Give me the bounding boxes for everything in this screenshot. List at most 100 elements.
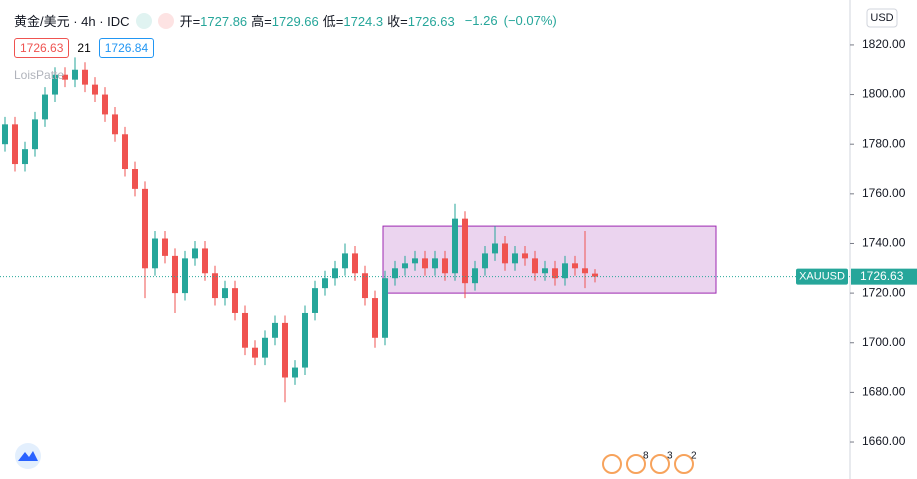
candle-body — [472, 268, 478, 284]
candle-body — [92, 84, 98, 95]
candle-body — [122, 134, 128, 170]
candle-body — [132, 169, 138, 189]
ohlc-value: 1729.66 — [271, 14, 319, 29]
y-tick-label: 1720.00 — [862, 285, 906, 299]
candle-body — [22, 149, 28, 165]
spread: 21 — [77, 41, 91, 55]
candle-body — [72, 69, 78, 80]
event-count: 8 — [643, 451, 649, 462]
candle-body — [422, 258, 428, 269]
y-tick-label: 1760.00 — [862, 186, 906, 200]
candle-body — [312, 288, 318, 313]
event-count: 3 — [667, 451, 673, 462]
ohlc-label: 低= — [322, 14, 344, 29]
candle-body — [222, 288, 228, 299]
y-tick-label: 1700.00 — [862, 335, 906, 349]
candle-body — [152, 238, 158, 269]
candle-body — [62, 74, 68, 80]
candle-body — [232, 288, 238, 313]
toggle-icon[interactable] — [135, 12, 152, 29]
candle-body — [162, 238, 168, 256]
ohlc-value: 1724.3 — [343, 14, 384, 29]
candle-body — [552, 268, 558, 279]
candle-body — [562, 263, 568, 279]
candle-body — [522, 253, 528, 259]
symbol-tag-bg — [796, 268, 848, 285]
candle-body — [482, 253, 488, 269]
event-icon — [650, 454, 670, 474]
candle-body — [142, 188, 148, 269]
quote-row: 1726.63 21 1726.84 — [14, 38, 155, 58]
candle-body — [442, 258, 448, 274]
candle-body — [182, 258, 188, 294]
candle-body — [352, 253, 358, 274]
y-tick-label: 1740.00 — [862, 236, 906, 250]
candle-body — [512, 253, 518, 264]
candle-body — [112, 114, 118, 135]
event-icon — [602, 454, 622, 474]
watermark: LoisPatte — [14, 68, 65, 82]
candle-body — [402, 263, 408, 269]
currency-button-bg — [866, 8, 898, 28]
event-icon — [626, 454, 646, 474]
y-tick-label: 1780.00 — [862, 136, 906, 150]
candle-body — [322, 278, 328, 289]
candle-body — [362, 273, 368, 299]
buy-price[interactable]: 1726.84 — [98, 38, 155, 58]
change-pct: (−0.07%) — [503, 13, 557, 28]
candle-body — [392, 268, 398, 279]
logo-mark — [18, 451, 38, 461]
candle-body — [332, 268, 338, 279]
sell-price[interactable]: 1726.63 — [14, 38, 70, 58]
ohlc: 开=1727.86 高=1729.66 低=1724.3 收=1726.63 — [180, 11, 459, 30]
candle-body — [302, 312, 308, 368]
range-box — [382, 225, 717, 294]
candle-body — [452, 218, 458, 274]
ohlc-value: 1727.86 — [200, 14, 248, 29]
event-icon — [674, 454, 694, 474]
change: −1.26 — [464, 13, 498, 28]
candle-body — [492, 243, 498, 254]
price-label-bg — [851, 268, 917, 285]
candle-body — [272, 322, 278, 338]
candle-body — [172, 255, 178, 294]
y-tick-label: 1820.00 — [862, 37, 906, 51]
price-label: 1726.63 — [860, 269, 904, 283]
event-count: 2 — [691, 451, 697, 462]
symbol-tag: XAUUSD — [799, 271, 845, 283]
candle-body — [202, 248, 208, 274]
candle-body — [412, 258, 418, 264]
candle-body — [342, 253, 348, 269]
candle-body — [372, 298, 378, 338]
candle-body — [572, 263, 578, 269]
ohlc-label: 高= — [251, 14, 272, 29]
y-tick-label: 1800.00 — [862, 87, 906, 101]
candle-body — [82, 69, 88, 85]
candle-body — [192, 248, 198, 259]
candle-body — [242, 312, 248, 348]
candle-body — [12, 124, 18, 165]
symbol-title[interactable]: 黄金/美元 · 4h · IDC — [14, 14, 130, 29]
candle-body — [292, 367, 298, 378]
candle-body — [52, 74, 58, 95]
candle-body — [592, 273, 598, 277]
candle-body — [102, 94, 108, 115]
candle-body — [582, 268, 588, 274]
ohlc-value: 1726.63 — [407, 14, 455, 29]
candle-body — [282, 322, 288, 378]
currency-button[interactable]: USD — [870, 12, 893, 24]
header: 黄金/美元 · 4h · IDC 开=1727.86 高=1729.66 低=172… — [14, 11, 561, 30]
y-tick-label: 1680.00 — [862, 385, 906, 399]
candle-body — [212, 273, 218, 299]
candle-body — [2, 124, 8, 145]
candle-body — [462, 218, 468, 284]
candle-body — [262, 337, 268, 358]
candle-body — [382, 278, 388, 338]
toggle-icon[interactable] — [157, 12, 174, 29]
candle-body — [432, 258, 438, 269]
candle-body — [252, 347, 258, 358]
candle-body — [32, 119, 38, 150]
candle-body — [42, 94, 48, 120]
